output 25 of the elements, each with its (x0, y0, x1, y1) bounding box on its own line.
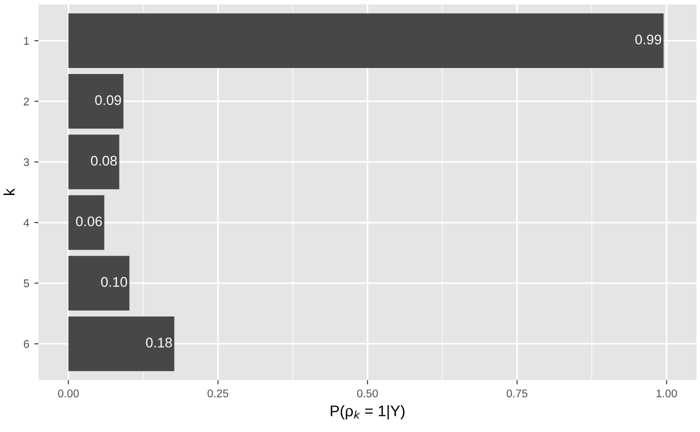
x-tick-label: 0.75 (506, 389, 528, 398)
data-label: 0.09 (95, 95, 121, 106)
y-tick-label: 4 (24, 218, 30, 227)
bar (68, 134, 120, 190)
data-label: 0.10 (101, 277, 128, 287)
bar (68, 256, 130, 310)
x-tick-label: 0.00 (58, 389, 79, 398)
x-tick-label: 1.00 (656, 389, 677, 398)
bar (68, 13, 664, 68)
x-tick-label: 0.25 (208, 389, 228, 398)
bar (68, 74, 124, 129)
y-tick-label: 3 (24, 158, 29, 166)
x-axis-title: P(ρ$_{k}$ = 1|Y) (330, 405, 404, 420)
bar (68, 195, 104, 250)
y-axis-title: k (3, 188, 15, 196)
y-tick-label: 5 (24, 280, 30, 288)
data-label: 0.99 (635, 34, 662, 44)
y-tick-label: 2 (24, 98, 29, 106)
data-label: 0.18 (146, 338, 172, 348)
x-tick-label: 0.50 (357, 389, 378, 398)
data-label: 0.06 (76, 216, 102, 226)
y-tick-label: 1 (24, 37, 29, 45)
bar (68, 316, 174, 372)
data-label: 0.08 (90, 156, 117, 166)
y-tick-label: 6 (24, 340, 29, 348)
